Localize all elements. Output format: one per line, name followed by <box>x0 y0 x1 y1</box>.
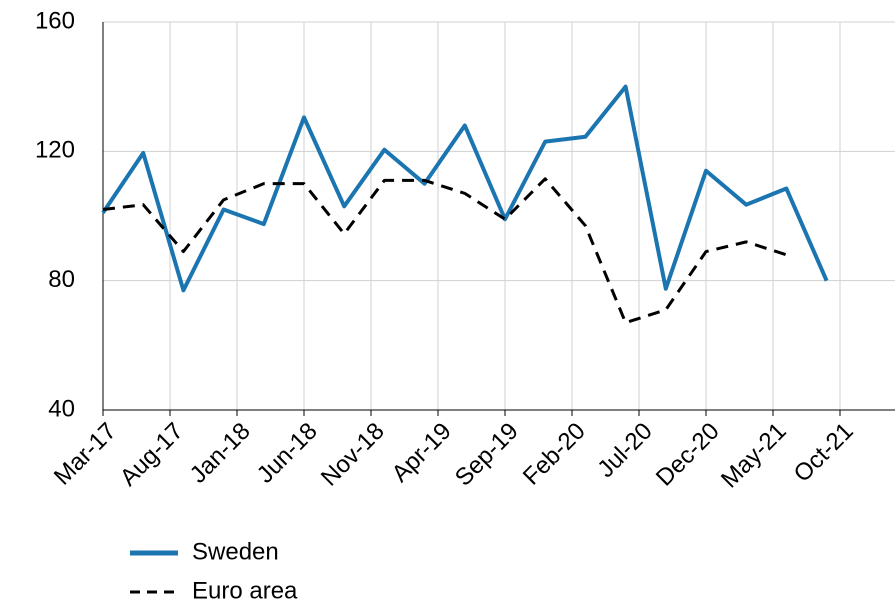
x-tick-label: Feb-20 <box>518 418 591 491</box>
legend-label: Sweden <box>192 538 279 565</box>
x-tick-label: Jul-20 <box>592 418 657 483</box>
x-tick-label: Apr-19 <box>387 418 457 488</box>
x-tick-label: May-21 <box>716 418 792 494</box>
y-tick-label: 120 <box>35 137 75 164</box>
y-tick-label: 40 <box>48 395 75 422</box>
y-tick-label: 160 <box>35 7 75 34</box>
x-tick-label: Nov-18 <box>316 418 390 492</box>
x-tick-label: Oct-21 <box>789 418 859 488</box>
x-tick-label: Jun-18 <box>252 418 323 489</box>
series-line <box>101 84 829 293</box>
x-tick-label: Dec-20 <box>651 418 725 492</box>
legend-label: Euro area <box>192 577 298 604</box>
x-tick-label: Jan-18 <box>185 418 256 489</box>
x-tick-label: Sep-19 <box>450 418 524 492</box>
series-line <box>102 177 787 325</box>
x-tick-label: Aug-17 <box>115 418 189 492</box>
y-tick-label: 80 <box>48 266 75 293</box>
x-tick-label: Mar-17 <box>49 418 122 491</box>
